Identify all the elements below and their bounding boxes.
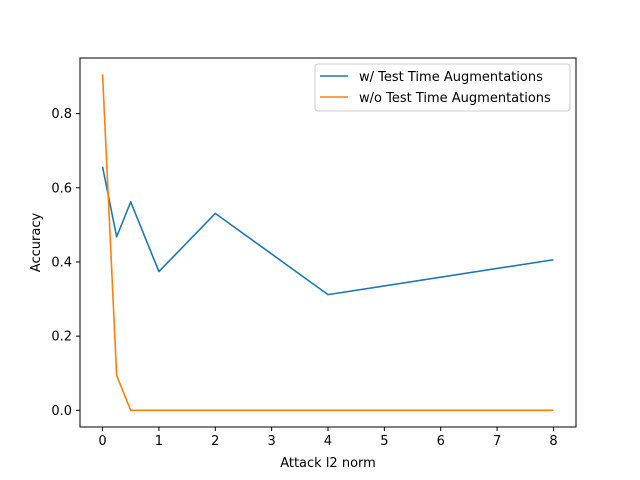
series-line-2 — [101, 74, 554, 412]
x-tick-label: 4 — [324, 434, 332, 449]
y-tick-label: 0.6 — [51, 181, 72, 196]
x-axis-label: Attack l2 norm — [280, 456, 376, 471]
x-tick-label: 3 — [267, 434, 275, 449]
x-tick-label: 2 — [211, 434, 219, 449]
y-axis-label: Accuracy — [29, 213, 44, 273]
y-tick-label: 0.4 — [51, 255, 72, 270]
legend-box — [314, 63, 571, 112]
series-line-1 — [101, 166, 554, 296]
x-tick-label: 1 — [155, 434, 163, 449]
x-tick-label: 5 — [380, 434, 388, 449]
legend: w/ Test Time Augmentations w/o Test Time … — [314, 63, 571, 112]
y-axis-ticks: 0.0 0.2 0.4 0.6 0.8 — [51, 107, 80, 419]
x-tick-label: 8 — [549, 434, 557, 449]
legend-label: w/ Test Time Augmentations — [359, 70, 543, 85]
plot-lines — [101, 74, 554, 412]
x-tick-label: 7 — [493, 434, 501, 449]
y-tick-label: 0.0 — [51, 404, 72, 419]
x-tick-label: 0 — [98, 434, 106, 449]
y-tick-label: 0.2 — [51, 330, 72, 345]
x-axis-ticks: 0 1 2 3 4 5 6 7 8 — [98, 427, 558, 449]
x-tick-label: 6 — [437, 434, 445, 449]
legend-label: w/o Test Time Augmentations — [359, 91, 551, 106]
y-tick-label: 0.8 — [51, 107, 72, 122]
legend-entries: w/ Test Time Augmentations w/o Test Time … — [320, 70, 551, 106]
